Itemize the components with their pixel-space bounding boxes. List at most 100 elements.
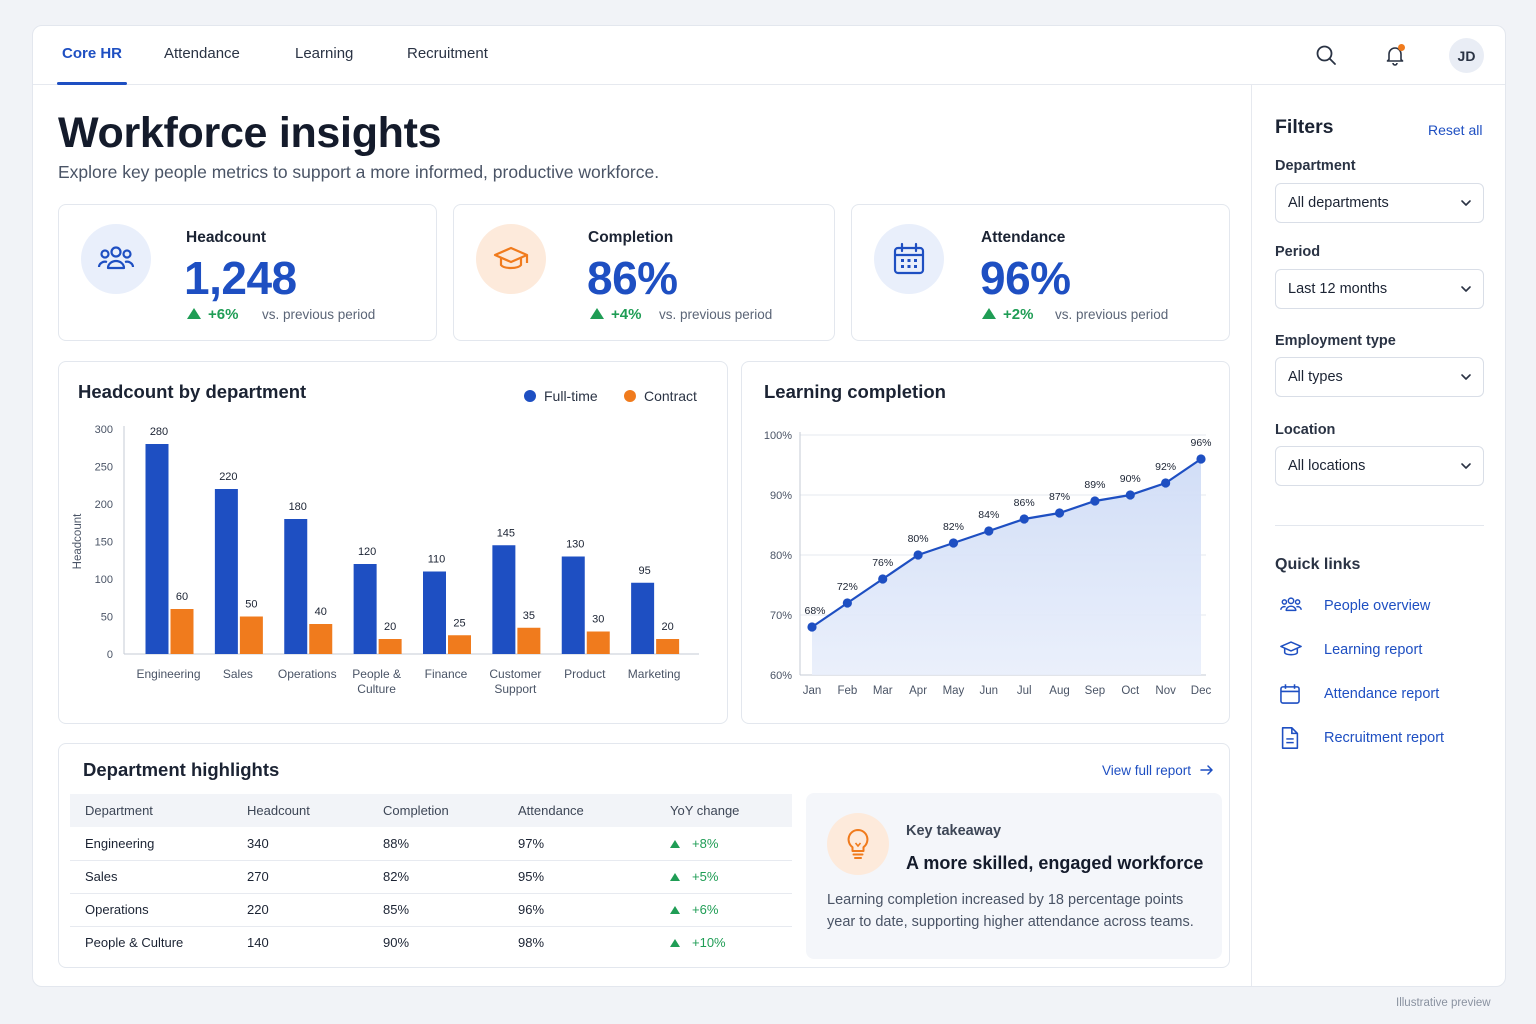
tab-recruitment[interactable]: Recruitment xyxy=(407,45,488,62)
cell-headcount: 270 xyxy=(232,860,368,894)
key-takeaway-panel: Key takeaway A more skilled, engaged wor… xyxy=(806,793,1222,959)
cell-headcount: 140 xyxy=(247,935,269,951)
data-point xyxy=(1019,514,1029,524)
data-label: 50 xyxy=(245,599,257,611)
cell-yoy: +6% xyxy=(655,893,792,927)
up-arrow-icon xyxy=(982,308,996,319)
x-tick-label: Engineering xyxy=(136,667,200,681)
cell-headcount: 220 xyxy=(232,893,368,927)
quick-link-label: Attendance report xyxy=(1324,686,1440,702)
data-label: 82% xyxy=(943,521,964,533)
bar-full-time xyxy=(214,489,238,654)
view-full-report-link[interactable]: View full report xyxy=(1102,763,1214,778)
y-tick-label: 60% xyxy=(770,670,792,682)
column-header[interactable]: Attendance xyxy=(503,794,655,827)
select-value: Last 12 months xyxy=(1288,281,1388,297)
column-header[interactable]: Department xyxy=(70,794,232,827)
graduation-cap-icon xyxy=(476,224,546,294)
x-tick-label: Jul xyxy=(1017,685,1032,697)
x-tick-label: People & xyxy=(352,667,401,681)
quick-link-label: Recruitment report xyxy=(1324,730,1445,746)
headcount-chart-card: Headcount by department Full-time Contra… xyxy=(58,361,728,724)
document-icon xyxy=(1281,727,1299,749)
chevron-down-icon xyxy=(1461,286,1471,292)
bar-contract xyxy=(378,639,402,654)
quick-link-recruitment-report[interactable]: Recruitment report xyxy=(1275,724,1485,754)
column-header[interactable]: YoY change xyxy=(655,794,792,827)
data-point xyxy=(948,538,959,548)
avatar[interactable]: JD xyxy=(1449,38,1484,73)
table-row[interactable]: Sales 270 82% 95% +5% xyxy=(70,860,792,894)
headcount-bar-chart: 0 50 100 150 200 250 300 Headcount 280 60 Engineer… xyxy=(72,424,699,696)
up-arrow-icon xyxy=(187,308,201,319)
bar-contract xyxy=(239,616,263,654)
filter-label: Department xyxy=(1275,158,1356,174)
cell-department: Sales xyxy=(70,860,232,894)
column-header[interactable]: Completion xyxy=(368,794,503,827)
tab-learning[interactable]: Learning xyxy=(295,45,354,62)
data-label: 130 xyxy=(566,539,584,551)
calendar-icon xyxy=(874,224,944,294)
cell-department: Engineering xyxy=(70,827,232,861)
table-row[interactable]: People & Culture 140 90% 98% +10% xyxy=(70,926,792,959)
yoy-value: +10% xyxy=(692,935,726,951)
cell-yoy: +5% xyxy=(655,860,792,894)
data-label: 20 xyxy=(662,621,674,633)
data-point xyxy=(878,574,888,584)
y-tick-label: 90% xyxy=(770,490,792,502)
x-tick-label: Jun xyxy=(980,685,999,697)
lightbulb-icon xyxy=(827,813,889,875)
cell-attendance: 95% xyxy=(503,860,655,894)
up-arrow-icon xyxy=(670,839,680,848)
x-tick-label: Oct xyxy=(1121,685,1140,697)
data-label: 90% xyxy=(1120,473,1141,485)
reset-all-button[interactable]: Reset all xyxy=(1428,122,1483,138)
yoy-value: +8% xyxy=(692,835,719,851)
kpi-delta-value: +6% xyxy=(208,306,239,323)
period-select[interactable]: Last 12 months xyxy=(1275,269,1484,309)
quick-link-people-overview[interactable]: People overview xyxy=(1275,592,1485,622)
quick-link-learning-report[interactable]: Learning report xyxy=(1275,636,1485,666)
bar-contract xyxy=(448,635,471,654)
y-tick-label: 300 xyxy=(95,424,113,436)
filter-label: Employment type xyxy=(1275,333,1396,349)
bar-full-time xyxy=(145,444,169,654)
data-point xyxy=(913,550,923,560)
kpi-delta: +6% xyxy=(187,306,238,323)
table-row[interactable]: Engineering 340 88% 97% +8% xyxy=(70,827,792,861)
search-icon[interactable] xyxy=(1311,40,1341,70)
legend-contract: Contract xyxy=(624,388,697,404)
employment-type-select[interactable]: All types xyxy=(1275,357,1484,397)
chart-title: Learning completion xyxy=(764,381,946,402)
table-row[interactable]: Operations 220 85% 96% +6% xyxy=(70,893,792,927)
quick-link-label: People overview xyxy=(1324,598,1431,614)
tab-core-hr[interactable]: Core HR xyxy=(56,26,128,85)
kpi-label: Attendance xyxy=(981,229,1066,246)
up-arrow-icon xyxy=(670,939,680,948)
x-tick-label: Sales xyxy=(223,667,253,681)
x-tick-label: Marketing xyxy=(628,667,681,681)
tab-attendance[interactable]: Attendance xyxy=(164,45,240,62)
x-tick-label: Apr xyxy=(909,685,927,697)
quick-link-attendance-report[interactable]: Attendance report xyxy=(1275,680,1485,710)
column-header[interactable]: Headcount xyxy=(232,794,368,827)
bell-icon[interactable] xyxy=(1380,40,1410,70)
data-label: 120 xyxy=(358,546,376,558)
legend-swatch xyxy=(624,390,636,402)
kpi-delta-value: +2% xyxy=(1003,306,1034,323)
filter-label: Period xyxy=(1275,244,1321,260)
kpi-label: Headcount xyxy=(186,229,267,246)
highlights-table: Department Headcount Completion Attendan… xyxy=(70,794,792,959)
takeaway-body: Learning completion increased by 18 perc… xyxy=(827,892,1194,930)
data-point xyxy=(1196,454,1206,464)
divider xyxy=(1275,525,1484,526)
cell-attendance: 98% xyxy=(518,935,545,951)
graduation-cap-icon xyxy=(1280,641,1302,656)
table-header-row: Department Headcount Completion Attendan… xyxy=(70,794,792,827)
department-select[interactable]: All departments xyxy=(1275,183,1484,223)
x-tick-label: Mar xyxy=(873,685,893,697)
top-navigation: Core HR Attendance Learning Recruitment … xyxy=(33,26,1505,85)
data-label: 96% xyxy=(1190,437,1211,449)
location-select[interactable]: All locations xyxy=(1275,446,1484,486)
data-point xyxy=(842,598,852,608)
